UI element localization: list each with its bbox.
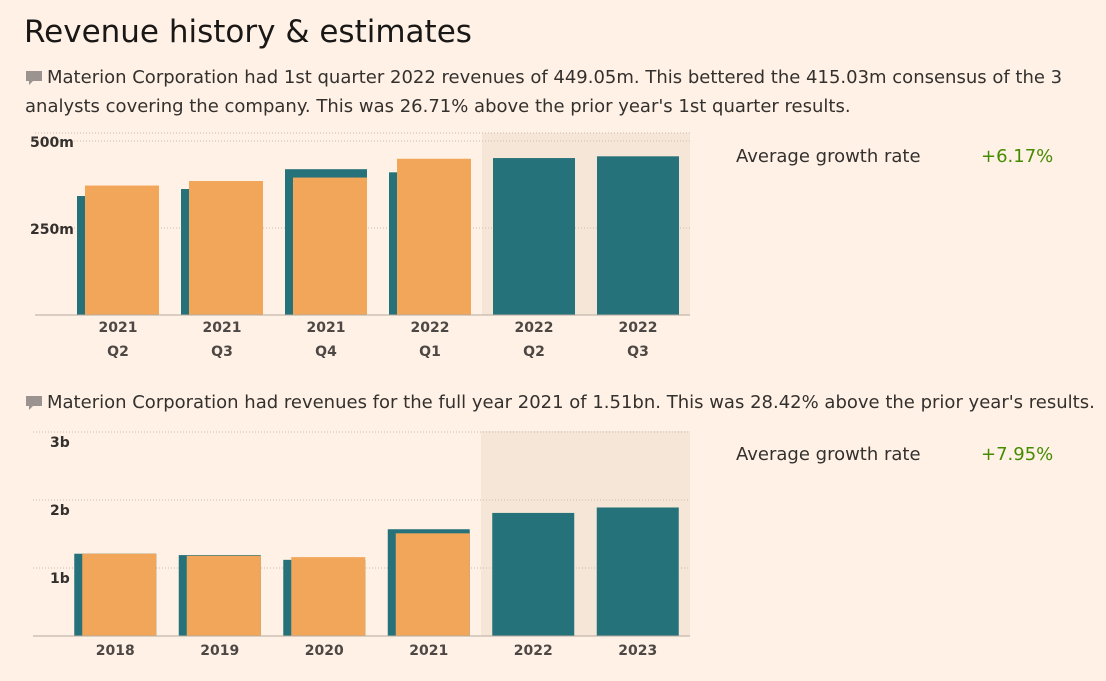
quarterly-growth-rate: Average growth rate +6.17% bbox=[736, 146, 1053, 167]
quarterly-x-tick-label: 2021 bbox=[203, 320, 242, 336]
quarterly-summary: Materion Corporation had 1st quarter 202… bbox=[25, 63, 1085, 121]
annual-bar-estimate bbox=[492, 512, 575, 636]
annual-summary-text: Materion Corporation had revenues for th… bbox=[47, 392, 1095, 413]
annual-x-tick-label: 2023 bbox=[618, 643, 657, 659]
quarterly-bar-actual bbox=[189, 181, 263, 315]
annual-y-tick-label: 3b bbox=[50, 435, 70, 451]
annual-growth-rate: Average growth rate +7.95% bbox=[736, 444, 1053, 465]
quarterly-x-tick-label: 2022 bbox=[619, 320, 658, 336]
quarterly-x-tick-label: 2022 bbox=[411, 320, 450, 336]
quarterly-growth-label: Average growth rate bbox=[736, 146, 921, 167]
annual-x-tick-label: 2022 bbox=[514, 643, 553, 659]
quarterly-x-tick-label: Q2 bbox=[107, 344, 129, 360]
annual-x-tick-label: 2019 bbox=[200, 643, 239, 659]
quarterly-revenue-chart: 250m 500m 2021 Q2 2021 Q3 2021 Q4 2022 Q1 2022 Q2 20… bbox=[30, 132, 690, 360]
quarterly-x-tick-label: 2021 bbox=[99, 320, 138, 336]
quarterly-bar-actual bbox=[397, 158, 471, 315]
quarterly-growth-value: +6.17% bbox=[981, 146, 1054, 167]
comment-icon[interactable] bbox=[25, 70, 43, 85]
annual-y-tick-label: 2b bbox=[50, 503, 70, 519]
annual-bar-actual bbox=[82, 553, 157, 636]
annual-revenue-chart: 1b 2b 3b 2018 2019 2020 2021 2022 2023 bbox=[33, 431, 690, 659]
quarterly-x-tick-label: Q2 bbox=[523, 344, 545, 360]
quarterly-bar-estimate bbox=[493, 158, 575, 315]
annual-y-tick-label: 1b bbox=[50, 571, 70, 587]
annual-bar-actual bbox=[291, 557, 366, 636]
annual-bar-estimate bbox=[596, 507, 679, 636]
quarterly-bar-actual bbox=[293, 177, 367, 315]
quarterly-x-tick-label: Q3 bbox=[211, 344, 233, 360]
annual-growth-value: +7.95% bbox=[981, 444, 1054, 465]
quarterly-y-tick-label: 250m bbox=[30, 222, 74, 238]
annual-bar-actual bbox=[395, 533, 470, 636]
comment-icon[interactable] bbox=[25, 395, 43, 410]
quarterly-x-tick-label: 2021 bbox=[307, 320, 346, 336]
annual-x-tick-label: 2018 bbox=[96, 643, 135, 659]
page-title: Revenue history & estimates bbox=[24, 14, 472, 50]
quarterly-x-tick-label: Q3 bbox=[627, 344, 649, 360]
annual-bar-actual bbox=[186, 555, 261, 636]
quarterly-bar-estimate bbox=[597, 156, 679, 315]
annual-x-tick-label: 2020 bbox=[305, 643, 344, 659]
quarterly-x-tick-label: Q4 bbox=[315, 344, 337, 360]
annual-summary: Materion Corporation had revenues for th… bbox=[25, 388, 1105, 417]
annual-x-tick-label: 2021 bbox=[409, 643, 448, 659]
quarterly-y-tick-label: 500m bbox=[30, 135, 74, 151]
quarterly-x-tick-label: 2022 bbox=[515, 320, 554, 336]
annual-growth-label: Average growth rate bbox=[736, 444, 921, 465]
quarterly-bar-actual bbox=[85, 185, 159, 315]
quarterly-summary-text: Materion Corporation had 1st quarter 202… bbox=[25, 67, 1063, 117]
quarterly-x-tick-label: Q1 bbox=[419, 344, 441, 360]
